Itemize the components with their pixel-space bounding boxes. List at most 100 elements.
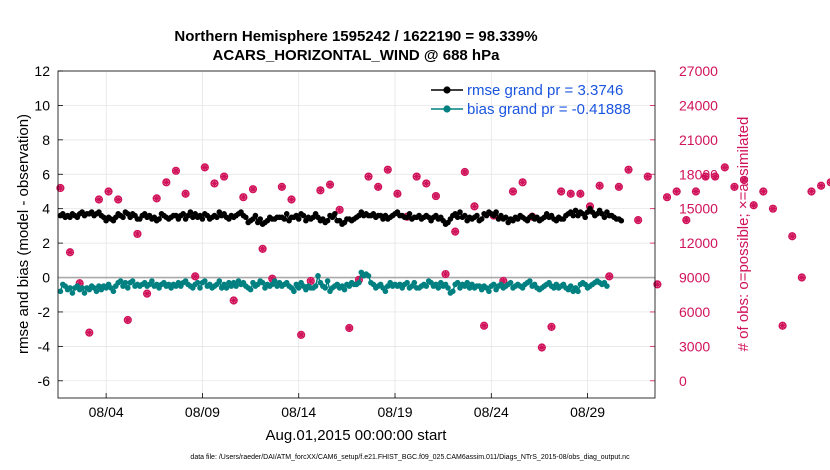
bias-point — [411, 279, 418, 286]
rmse-point — [457, 209, 463, 215]
bias-point — [464, 279, 471, 286]
bias-point — [259, 279, 266, 286]
obs-assimilated-marker — [692, 187, 700, 196]
y2-axis-label: # of obs: o=possible; ×=assimilated — [735, 117, 752, 352]
x-tick-label: 08/24 — [474, 404, 509, 420]
y-tick-label: 8 — [42, 132, 50, 148]
obs-assimilated-marker — [413, 172, 421, 181]
obs-assimilated-marker — [817, 182, 825, 190]
obs-assimilated-marker — [172, 167, 180, 175]
obs-assimilated-marker — [239, 193, 247, 201]
bias-point — [324, 278, 331, 284]
bias-point — [67, 285, 73, 291]
rmse-point — [503, 214, 509, 221]
chart-title-line1: Northern Hemisphere 1595242 / 1622190 = … — [174, 28, 537, 45]
obs-assimilated-marker — [393, 190, 402, 198]
rmse-point — [295, 216, 302, 222]
legend-bias-marker — [443, 105, 451, 113]
obs-assimilated-marker — [653, 280, 662, 289]
obs-assimilated-marker — [615, 183, 623, 191]
bias-point — [575, 288, 581, 295]
obs-assimilated-marker — [740, 176, 748, 184]
y-tick-label: 4 — [42, 201, 50, 217]
rmse-point — [300, 212, 307, 219]
bias-point — [202, 278, 208, 284]
rmse-point — [252, 212, 259, 219]
y-tick-label: -2 — [38, 304, 51, 320]
obs-assimilated-marker — [191, 272, 199, 280]
bias-point — [382, 288, 389, 295]
bias-point — [216, 278, 223, 284]
obs-assimilated-marker — [567, 190, 575, 198]
bias-point — [122, 279, 129, 286]
rmse-point — [570, 212, 576, 219]
x-tick-label: 08/04 — [89, 404, 124, 420]
obs-assimilated-marker — [268, 275, 276, 283]
plot-frame — [57, 70, 656, 399]
obs-assimilated-marker — [663, 193, 671, 201]
bias-point — [291, 288, 297, 295]
obs-assimilated-marker — [307, 277, 315, 285]
x-axis-label: Aug.01,2015 00:00:00 start — [266, 427, 448, 444]
bias-point — [404, 279, 410, 286]
y-tick-label: 6 — [42, 166, 50, 182]
obs-assimilated-marker — [461, 168, 469, 176]
rmse-point — [156, 216, 162, 222]
bias-point — [81, 290, 88, 296]
bias-point — [490, 281, 497, 288]
obs-assimilated-marker — [153, 194, 161, 202]
obs-assimilated-marker — [557, 187, 565, 196]
obs-assimilated-marker — [336, 206, 344, 214]
obs-assimilated-marker — [124, 316, 132, 324]
rmse-point — [187, 209, 194, 215]
rmse-point — [454, 214, 461, 221]
obs-assimilated-marker — [95, 195, 103, 204]
obs-assimilated-marker — [673, 187, 681, 196]
obs-assimilated-marker — [538, 343, 546, 352]
rmse-point — [257, 216, 264, 222]
bias-point — [57, 288, 64, 295]
bias-point — [125, 285, 131, 291]
y-tick-label: -4 — [38, 338, 51, 354]
obs-assimilated-marker — [66, 248, 74, 256]
obs-assimilated-marker — [509, 187, 517, 196]
obs-assimilated-marker — [721, 163, 729, 171]
y2-tick-label: 9000 — [679, 270, 710, 286]
obs-assimilated-marker — [297, 331, 305, 339]
rmse-point — [462, 212, 468, 219]
obs-assimilated-marker — [451, 228, 459, 236]
rmse-point — [332, 211, 338, 217]
obs-assimilated-marker — [644, 172, 652, 181]
obs-assimilated-marker — [326, 180, 334, 189]
bias-point — [247, 286, 254, 293]
obs-assimilated-marker — [759, 187, 767, 196]
obs-assimilated-marker — [56, 184, 65, 192]
obs-assimilated-marker — [76, 279, 84, 287]
obs-assimilated-marker — [576, 190, 584, 198]
bias-point — [194, 279, 201, 286]
bias-point — [507, 279, 514, 286]
obs-assimilated-marker — [711, 172, 719, 181]
y2-tick-label: 0 — [679, 373, 687, 389]
obs-assimilated-marker — [104, 187, 113, 196]
rmse-point — [324, 217, 331, 224]
obs-assimilated-marker — [624, 166, 633, 174]
bias-point — [110, 288, 117, 295]
bias-point — [486, 288, 492, 295]
obs-assimilated-marker — [249, 185, 257, 193]
rmse-point — [180, 211, 186, 217]
rmse-point — [572, 207, 579, 214]
bias-point — [79, 285, 85, 291]
legend-rmse-marker — [443, 86, 451, 94]
grid-lines — [58, 70, 655, 398]
bias-point — [356, 279, 362, 286]
obs-assimilated-marker — [374, 183, 382, 191]
y-tick-label: -6 — [38, 373, 51, 389]
obs-assimilated-marker — [210, 179, 219, 188]
y2-tick-label: 12000 — [679, 235, 718, 251]
rmse-point — [474, 212, 480, 219]
y-tick-label: 10 — [34, 97, 50, 113]
obs-assimilated-marker — [519, 178, 527, 186]
obs-assimilated-marker — [547, 323, 556, 331]
